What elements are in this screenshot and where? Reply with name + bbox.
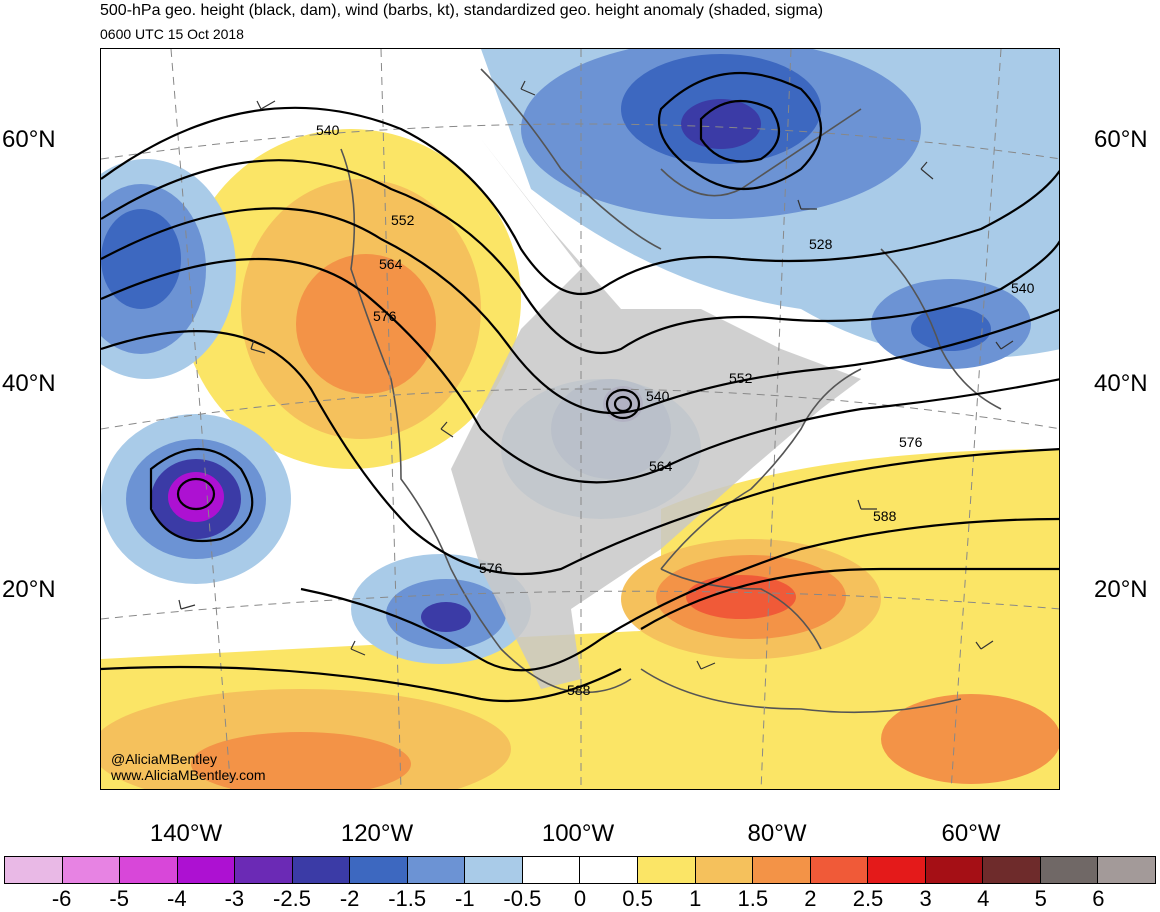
contour-label: 588 — [567, 682, 591, 698]
contour-label: 564 — [379, 256, 403, 272]
contour-label: 528 — [809, 236, 833, 252]
colorbar-label: -6 — [51, 886, 72, 911]
colorbar-swatch — [465, 857, 523, 883]
map-panel: 540 552 564 576 528 540 552 540 564 576 … — [100, 48, 1060, 790]
contour-label: 588 — [873, 508, 897, 524]
colorbar-label: 3 — [919, 886, 932, 911]
colorbar-swatch — [62, 857, 121, 883]
colorbar-swatch — [5, 857, 63, 883]
wind-barbs — [178, 80, 1014, 670]
anomaly-baja-core — [421, 602, 471, 632]
colorbar — [4, 856, 1156, 884]
colorbar-swatch — [522, 857, 581, 883]
anomaly-ridge-inner — [296, 254, 436, 394]
contour-label: 576 — [479, 560, 503, 576]
colorbar-label: -4 — [167, 886, 187, 911]
colorbar-label: -5 — [109, 886, 129, 911]
colorbar-swatch — [1098, 857, 1155, 883]
colorbar-swatch — [292, 857, 351, 883]
colorbar-swatch — [407, 857, 466, 883]
colorbar-label: 5 — [1034, 886, 1047, 911]
colorbar-label: 1.5 — [737, 886, 769, 911]
contour-label: 552 — [729, 370, 753, 386]
colorbar-swatch — [120, 857, 178, 883]
contour-label: 540 — [316, 122, 340, 138]
colorbar-swatch — [1040, 857, 1099, 883]
colorbar-swatch — [753, 857, 811, 883]
credit-handle: @AliciaMBentley — [111, 751, 218, 767]
colorbar-swatch — [580, 857, 639, 883]
lat-label-left: 60°N — [2, 126, 56, 153]
map-title: 500-hPa geo. height (black, dam), wind (… — [100, 2, 824, 19]
colorbar-label: 1 — [689, 886, 702, 911]
anomaly-caribbean — [881, 694, 1059, 784]
lon-label: 100°W — [541, 820, 615, 847]
colorbar-swatch — [695, 857, 754, 883]
height-contours — [101, 71, 1059, 703]
lat-label-left: 40°N — [2, 370, 56, 397]
lon-label: 140°W — [149, 820, 223, 847]
lon-label: 120°W — [340, 820, 414, 847]
colorbar-label: 6 — [1092, 886, 1105, 911]
map-canvas: 540 552 564 576 528 540 552 540 564 576 … — [101, 49, 1059, 789]
colorbar-label: 0 — [573, 886, 587, 911]
colorbar-label: -2.5 — [273, 886, 311, 911]
lon-label: 60°W — [941, 820, 1001, 847]
anomaly-gulf-inner — [686, 575, 796, 619]
anomaly-north-trough-core — [681, 99, 761, 149]
colorbar-swatch — [235, 857, 293, 883]
colorbar-label: -0.5 — [503, 886, 542, 911]
contour-label-group: 540 552 564 576 528 540 552 540 564 576 … — [316, 122, 1035, 698]
contour-label: 552 — [391, 212, 415, 228]
contour-label: 576 — [373, 308, 397, 324]
coastlines — [340, 68, 1002, 714]
anomaly-sw-inner — [191, 732, 411, 789]
contour-label: 540 — [1011, 280, 1035, 296]
colorbar-label: -3 — [224, 886, 245, 911]
colorbar-label: -1 — [455, 886, 475, 911]
colorbar-label: -1.5 — [388, 886, 427, 911]
terrain-mask — [451, 139, 861, 689]
anomaly-pacific-north-inner — [101, 209, 181, 309]
colorbar-label: 4 — [977, 886, 990, 911]
colorbar-label: 2.5 — [852, 886, 884, 911]
colorbar-label: 2 — [804, 886, 817, 911]
colorbar-swatch — [638, 857, 696, 883]
lat-label-right: 60°N — [1094, 126, 1148, 153]
lat-label-right: 40°N — [1094, 370, 1148, 397]
colorbar-swatch — [177, 857, 236, 883]
contour-label: 540 — [646, 388, 670, 404]
contour-label: 576 — [899, 434, 923, 450]
valid-time: 0600 UTC 15 Oct 2018 — [100, 26, 244, 42]
lat-label-left: 20°N — [2, 576, 56, 603]
colorbar-swatch — [983, 857, 1041, 883]
colorbar-swatch — [868, 857, 926, 883]
contour-label: 564 — [649, 458, 673, 474]
colorbar-swatch — [925, 857, 984, 883]
lon-label: 80°W — [747, 820, 807, 847]
colorbar-swatch — [810, 857, 869, 883]
credit-url: www.AliciaMBentley.com — [111, 767, 266, 783]
colorbar-label: -2 — [339, 886, 360, 911]
colorbar-label: 0.5 — [622, 886, 653, 911]
colorbar-swatch — [350, 857, 408, 883]
lat-label-right: 20°N — [1094, 576, 1148, 603]
